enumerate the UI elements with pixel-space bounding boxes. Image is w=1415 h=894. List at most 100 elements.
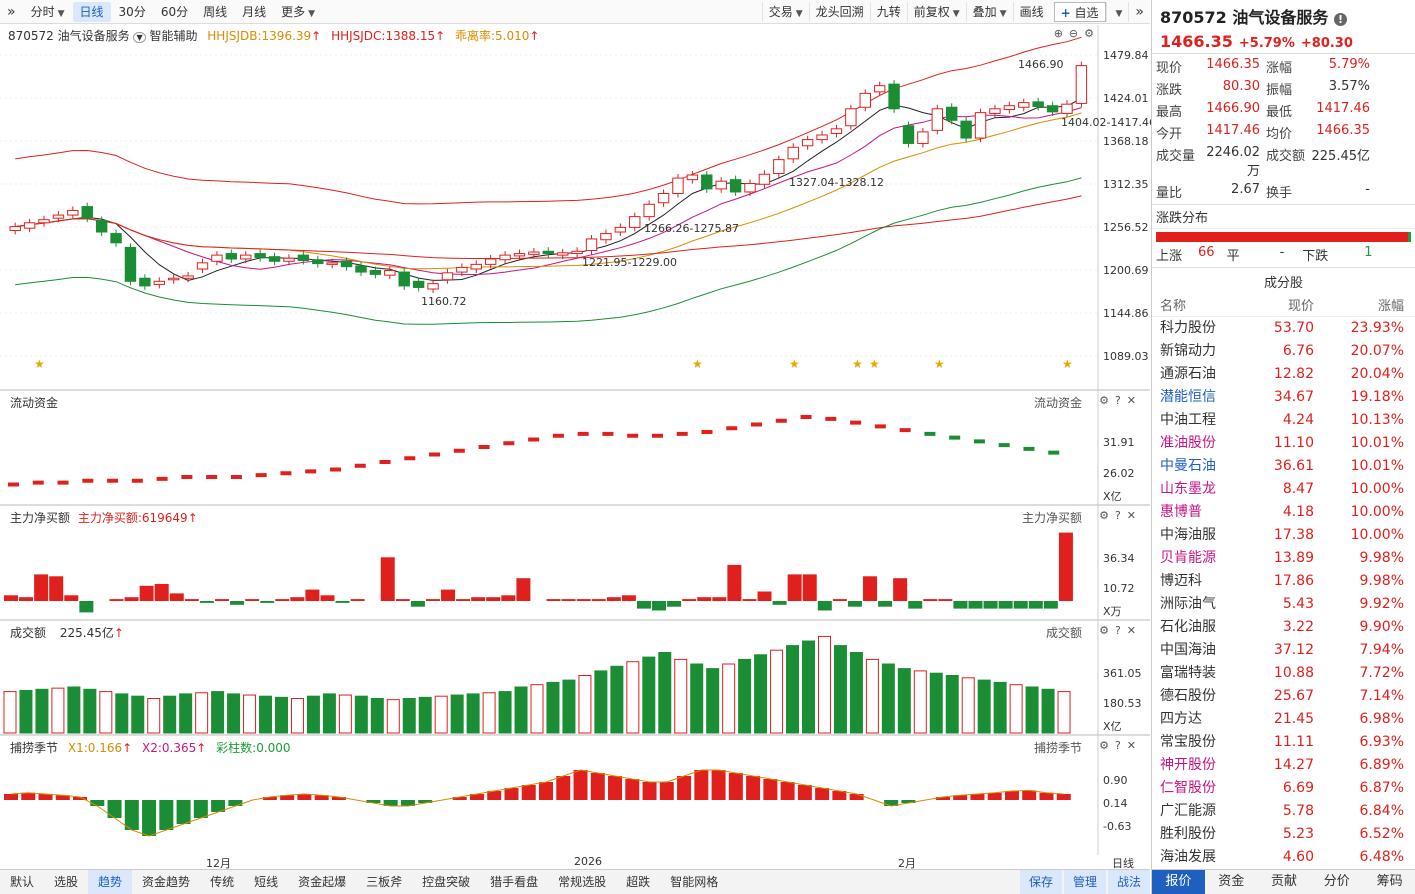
main-panel-controls[interactable]: ⊕⊖⚙ — [1054, 27, 1100, 40]
constituent-row[interactable]: 科力股份 53.70 23.93% — [1152, 317, 1415, 340]
leader-review-button[interactable]: 龙头回溯 — [808, 2, 870, 22]
help-icon[interactable]: ? — [1114, 624, 1127, 637]
save-button[interactable]: 保存 — [1019, 870, 1062, 894]
constituent-row[interactable]: 中海油服 17.38 10.00% — [1152, 524, 1415, 547]
close-icon[interactable]: ✕ — [1126, 624, 1142, 637]
period-intraday-button[interactable]: 分时 ▼ — [24, 2, 72, 22]
minus-circle-icon[interactable]: ⊖ — [1068, 27, 1085, 40]
adjust-button[interactable]: 前复权 ▼ — [906, 2, 966, 22]
nine-turn-button[interactable]: 九转 — [869, 2, 907, 22]
period-more-button[interactable]: 更多 ▼ — [274, 2, 322, 22]
tab-grid[interactable]: 智能网格 — [670, 875, 719, 889]
constituent-row[interactable]: 通源石油 12.82 20.04% — [1152, 363, 1415, 386]
constituent-row[interactable]: 四方达 21.45 6.98% — [1152, 708, 1415, 731]
tab-default[interactable]: 默认 — [10, 875, 35, 889]
tab-quote[interactable]: 报价 — [1152, 870, 1205, 894]
trade-button[interactable]: 交易 ▼ — [761, 2, 809, 22]
constituent-row[interactable]: 准油股份 11.10 10.01% — [1152, 432, 1415, 455]
period-60min-button[interactable]: 60分 — [160, 4, 189, 19]
constituent-row[interactable]: 神开股份 14.27 6.89% — [1152, 754, 1415, 777]
constituent-row[interactable]: 胜利股份 5.23 6.52% — [1152, 823, 1415, 846]
constituent-row[interactable]: 广汇能源 5.78 6.84% — [1152, 800, 1415, 823]
constituent-row[interactable]: 海油发展 4.60 6.48% — [1152, 846, 1415, 869]
gear-icon[interactable]: ⚙ — [1099, 739, 1115, 752]
kline-chart[interactable]: ★ ★ ★ ★ ★ ★ ★ — [0, 25, 1150, 855]
turnover-bar — [51, 687, 65, 734]
constituent-row[interactable]: 贝肯能源 13.89 9.98% — [1152, 547, 1415, 570]
tab-contribution[interactable]: 贡献 — [1270, 874, 1297, 889]
collapse-icon[interactable]: » — [7, 3, 16, 20]
tab-fund[interactable]: 资金 — [1218, 874, 1245, 889]
col-price[interactable]: 现价 — [1287, 299, 1314, 314]
distribution-row: 上涨 66 平 - 下跌 1 — [1152, 245, 1415, 264]
expand-panel-icon[interactable]: » — [1128, 2, 1150, 22]
help-icon[interactable]: ? — [1114, 509, 1127, 522]
chevron-down-icon[interactable]: ▼ — [133, 32, 146, 43]
tab-fund-burst[interactable]: 资金起爆 — [298, 875, 347, 889]
period-daily-button[interactable]: 日线 — [72, 1, 111, 22]
assist-label[interactable]: 智能辅助 — [149, 29, 198, 43]
constituent-row[interactable]: 中油工程 4.24 10.13% — [1152, 409, 1415, 432]
tab-fund-trend[interactable]: 资金趋势 — [142, 875, 191, 889]
tab-three-axes[interactable]: 三板斧 — [366, 875, 403, 889]
constituent-row[interactable]: 惠博普 4.18 10.00% — [1152, 501, 1415, 524]
close-icon[interactable]: ✕ — [1126, 394, 1142, 407]
col-pct[interactable]: 涨幅 — [1377, 299, 1404, 314]
period-30min-button[interactable]: 30分 — [118, 4, 146, 19]
constituent-row[interactable]: 常宝股份 11.11 6.93% — [1152, 731, 1415, 754]
period-weekly-button[interactable]: 周线 — [203, 4, 228, 19]
constituent-row[interactable]: 山东墨龙 8.47 10.00% — [1152, 478, 1415, 501]
season-panel-controls[interactable]: ⚙?✕ — [1099, 739, 1142, 752]
constituent-row[interactable]: 新锦动力 6.76 20.07% — [1152, 340, 1415, 363]
constituent-row[interactable]: 中国海油 37.12 7.94% — [1152, 639, 1415, 662]
strategy-button[interactable]: 战法 — [1107, 870, 1150, 894]
chart-area[interactable]: ★ ★ ★ ★ ★ ★ ★ 870572 油气设备服务 ▼ 智能辅助 HHJSJDB:139… — [0, 25, 1156, 855]
tab-trend[interactable]: 趋势 — [88, 870, 133, 894]
manage-button[interactable]: 管理 — [1063, 870, 1106, 894]
quote-key: 成交额 — [1266, 149, 1306, 164]
flow-bar — [1023, 446, 1035, 451]
tab-traditional[interactable]: 传统 — [210, 875, 235, 889]
close-icon[interactable]: ✕ — [1126, 739, 1142, 752]
close-icon[interactable]: ✕ — [1126, 509, 1142, 522]
constituents-title: 成分股 — [1152, 267, 1415, 293]
col-name[interactable]: 名称 — [1160, 299, 1187, 314]
turnover-panel-controls[interactable]: ⚙?✕ — [1099, 624, 1142, 637]
constituent-row[interactable]: 中曼石油 36.61 10.01% — [1152, 455, 1415, 478]
constituent-row[interactable]: 潜能恒信 34.67 19.18% — [1152, 386, 1415, 409]
tab-oversold[interactable]: 超跌 — [626, 875, 651, 889]
gear-icon[interactable]: ⚙ — [1084, 27, 1100, 40]
info-icon[interactable]: ! — [1333, 13, 1347, 26]
tab-select-stock[interactable]: 选股 — [54, 875, 79, 889]
tab-shortline[interactable]: 短线 — [254, 875, 279, 889]
constituent-row[interactable]: 洲际油气 5.43 9.92% — [1152, 593, 1415, 616]
help-icon[interactable]: ? — [1114, 394, 1127, 407]
plus-circle-icon[interactable]: ⊕ — [1053, 27, 1069, 40]
tab-chips[interactable]: 筹码 — [1376, 874, 1403, 889]
draw-line-button[interactable]: 画线 — [1012, 2, 1050, 22]
tab-hunter[interactable]: 猎手看盘 — [490, 875, 539, 889]
date-mode-label[interactable]: 日线 — [1112, 857, 1134, 870]
constituent-row[interactable]: 石化油服 3.22 9.90% — [1152, 616, 1415, 639]
tab-control-breakout[interactable]: 控盘突破 — [422, 875, 471, 889]
gear-icon[interactable]: ⚙ — [1099, 394, 1115, 407]
constituent-row[interactable]: 仁智股份 6.69 6.87% — [1152, 777, 1415, 800]
constituent-row[interactable]: 富瑞特装 10.88 7.72% — [1152, 662, 1415, 685]
constituent-row[interactable]: 博迈科 17.86 9.98% — [1152, 570, 1415, 593]
flow-panel-controls[interactable]: ⚙?✕ — [1099, 394, 1142, 407]
mainnet-panel-controls[interactable]: ⚙?✕ — [1099, 509, 1142, 522]
gear-icon[interactable]: ⚙ — [1099, 624, 1115, 637]
gear-icon[interactable]: ⚙ — [1099, 509, 1115, 522]
overlay-button[interactable]: 叠加 ▼ — [965, 2, 1013, 22]
constituent-row[interactable]: 德石股份 25.67 7.14% — [1152, 685, 1415, 708]
tab-regular-select[interactable]: 常规选股 — [558, 875, 607, 889]
tab-price-dist[interactable]: 分价 — [1323, 874, 1350, 889]
mainnet-bar — [79, 601, 94, 613]
help-icon[interactable]: ? — [1114, 739, 1127, 752]
mainnet-bar — [1028, 601, 1043, 609]
add-favorite-button[interactable]: + 自选 — [1053, 2, 1106, 22]
quote-key: 均价 — [1266, 127, 1293, 142]
favorite-dropdown[interactable]: ▼ — [1105, 2, 1129, 22]
flow-bar — [751, 422, 763, 427]
period-monthly-button[interactable]: 月线 — [242, 4, 267, 19]
